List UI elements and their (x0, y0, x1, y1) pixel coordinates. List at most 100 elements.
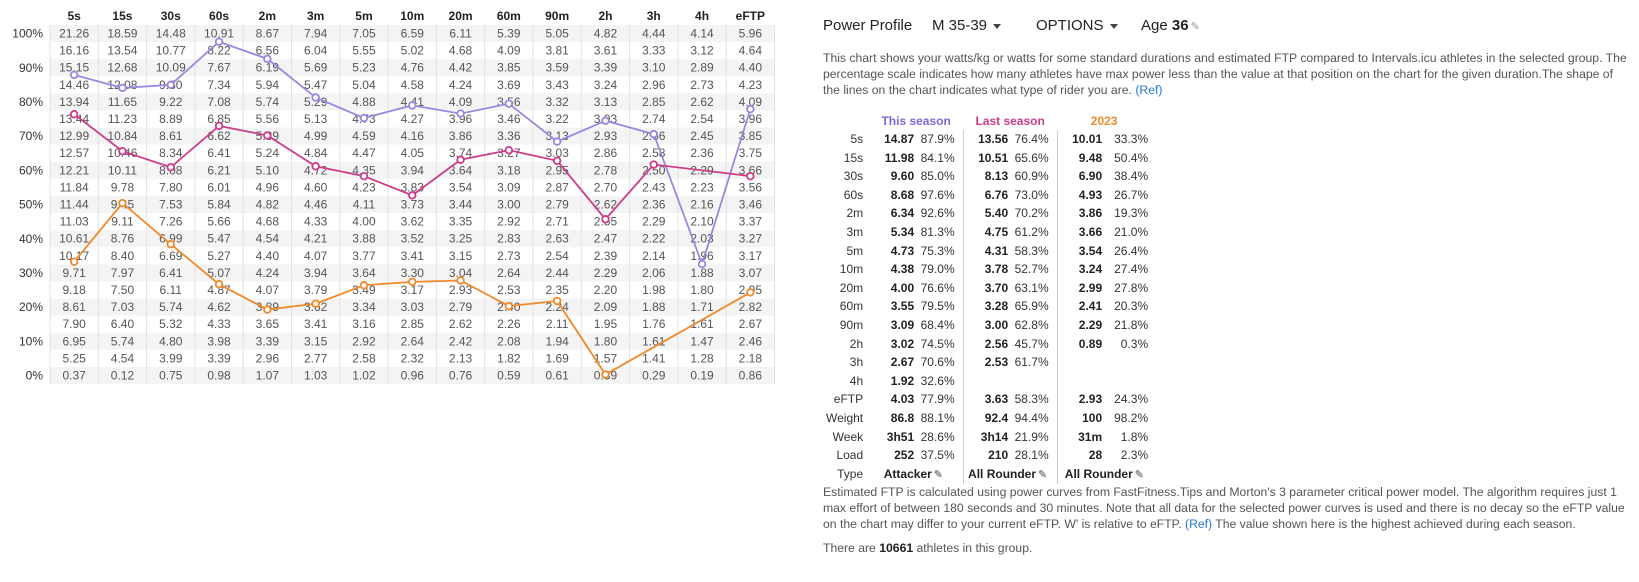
table-cell: 2.35 (545, 283, 569, 297)
age-field[interactable]: Age 36 ✎ (1141, 17, 1200, 34)
table-cell: 2.78 (594, 163, 618, 177)
table-cell: 7.05 (352, 27, 376, 41)
table-cell: 3.73 (401, 198, 425, 212)
table-cell: 2.11 (546, 317, 569, 331)
table-cell: 4.24 (256, 266, 280, 280)
stats-row-label: 30s (843, 169, 864, 184)
stats-percentile: 38.4% (1114, 169, 1149, 184)
table-cell: 4.09 (739, 95, 763, 109)
percent-label: 70% (19, 129, 43, 143)
table-cell: 3.36 (497, 129, 521, 143)
stats-percentile: 21.8% (1114, 317, 1149, 332)
table-cell: 7.50 (111, 283, 135, 297)
table-cell: 3.17 (739, 249, 763, 263)
table-cell: 3.75 (739, 146, 763, 160)
table-cell: 2.62 (594, 198, 618, 212)
table-cell: 6.69 (159, 249, 183, 263)
table-row-bg (50, 264, 775, 282)
table-cell: 10.77 (156, 44, 186, 58)
series-point (311, 162, 320, 171)
type-label: Type (837, 467, 864, 482)
percentile-chart-svg: 5s 15s 30s 60s 2m 3m 5m 10m 20m 60m 90m 2h 3h 4h eFTP 1… (12, 9, 775, 385)
table-cell: 6.11 (160, 283, 183, 297)
table-cell: 3.44 (449, 198, 473, 212)
table-cell: 3.98 (207, 334, 231, 348)
table-cell: 8.61 (62, 300, 86, 314)
table-cell: 4.54 (111, 351, 135, 365)
options-dropdown[interactable]: OPTIONS (1036, 17, 1118, 34)
table-cell: 3.22 (545, 112, 569, 126)
table-cell: 4.80 (159, 334, 183, 348)
series-point (118, 146, 127, 156)
table-cell: 2.10 (690, 215, 714, 229)
pencil-icon[interactable]: ✎ (933, 468, 944, 481)
pencil-icon[interactable]: ✎ (1038, 468, 1048, 481)
stats-percentile: 97.6% (917, 185, 964, 205)
table-cell: 5.47 (207, 232, 231, 246)
ref-link-2[interactable]: (Ref) (1185, 517, 1213, 531)
series-point (214, 121, 224, 131)
series-point (601, 116, 610, 125)
table-cell: 2.73 (690, 78, 714, 92)
stats-row-label: 15s (843, 150, 864, 165)
stats-value: 3.24 (1078, 262, 1103, 277)
stats-value: 3.66 (1078, 224, 1103, 239)
table-cell: 4.68 (256, 215, 280, 229)
percent-label: 100% (12, 27, 43, 41)
group-dropdown[interactable]: M 35-39 (932, 17, 1002, 34)
stats-row-type: Type Attacker ✎ All Rounder ✎ All Rounder ✎ (823, 464, 1151, 485)
table-cell: 6.01 (207, 180, 231, 194)
table-row-bg (50, 127, 775, 145)
stats-value (963, 372, 1011, 391)
table-cell: 2.71 (545, 215, 569, 229)
header-2023: 2023 (1090, 114, 1118, 128)
table-cell: 4.35 (352, 163, 376, 177)
table-cell: 6.56 (256, 44, 280, 58)
ref-link[interactable]: (Ref) (1135, 83, 1163, 97)
stats-value: 2.67 (890, 355, 915, 370)
table-cell: 2.89 (690, 61, 714, 75)
series-point (166, 80, 175, 90)
table-cell: 3.85 (497, 61, 521, 75)
table-cell: 3.49 (352, 283, 376, 297)
table-cell: 3.03 (401, 300, 425, 314)
table-cell: 10.61 (59, 232, 89, 246)
column-header: 5m (355, 9, 372, 23)
stats-value: 3.00 (984, 317, 1009, 332)
stats-value: 3.63 (984, 392, 1009, 407)
table-cell: 1.94 (545, 334, 569, 348)
table-cell: 3.04 (449, 266, 473, 280)
table-cell: 2.67 (739, 317, 763, 331)
table-cell: 2.09 (594, 300, 618, 314)
table-cell: 4.33 (207, 317, 231, 331)
table-cell: 3.15 (304, 334, 328, 348)
pencil-icon[interactable]: ✎ (1190, 21, 1200, 33)
table-cell: 4.27 (401, 112, 425, 126)
stats-value: 8.13 (984, 169, 1009, 184)
table-cell: 3.52 (401, 232, 425, 246)
table-cell: 1.41 (642, 351, 666, 365)
table-cell: 2.32 (401, 351, 425, 365)
table-cell: 2.43 (642, 180, 666, 194)
pencil-icon[interactable]: ✎ (1134, 468, 1144, 481)
table-cell: 3.88 (352, 232, 376, 246)
series-point (552, 137, 562, 146)
series-point (649, 160, 658, 169)
table-cell: 2.08 (497, 334, 521, 348)
table-cell: 8.40 (111, 249, 135, 263)
table-cell: 1.80 (594, 334, 618, 348)
table-cell: 2.83 (497, 232, 521, 246)
stats-value: 2.41 (1078, 299, 1103, 314)
series-point (118, 198, 127, 208)
stats-percentile: 19.3% (1114, 206, 1149, 221)
stats-percentile: 88.1% (917, 408, 964, 428)
stats-percentile (1105, 353, 1151, 372)
table-cell: 9.78 (111, 180, 135, 194)
table-cell: 4.23 (739, 78, 763, 92)
table-cell: 1.76 (642, 317, 666, 331)
stats-row: 3m 5.34 81.3% 4.75 61.2% 3.66 21.0% (823, 222, 1151, 242)
table-cell: 3.16 (352, 317, 376, 331)
stats-row: Weight 86.8 88.1% 92.4 94.4% 100 98.2% (823, 408, 1151, 428)
stats-value: 3.70 (984, 280, 1009, 295)
stats-percentile: 62.8% (1011, 315, 1058, 335)
